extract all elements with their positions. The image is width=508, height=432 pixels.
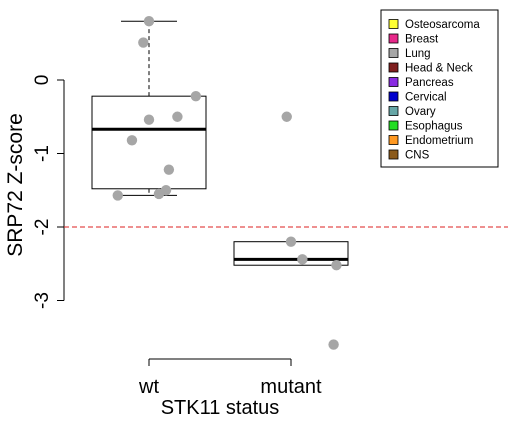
y-tick-label: 0: [32, 75, 53, 86]
box-layer: [91, 20, 349, 266]
legend-label: Osteosarcoma: [405, 19, 480, 31]
data-point-mutant: [285, 236, 297, 247]
legend-label: Head & Neck: [405, 63, 473, 75]
x-tick-label-wt: wt: [138, 376, 159, 398]
x-tick-label-mutant: mutant: [260, 376, 322, 398]
x-axis: wt mutant: [138, 358, 322, 398]
legend-swatch: [388, 120, 399, 131]
data-point-wt: [143, 114, 155, 125]
legend: Osteosarcoma Breast Lung Head & Neck Pancrea…: [380, 9, 499, 168]
legend-swatch: [388, 48, 399, 58]
legend-swatch: [388, 77, 399, 87]
legend-label: CNS: [405, 150, 430, 162]
y-tick-label: -1: [32, 145, 53, 162]
data-point-mutant: [331, 260, 342, 271]
legend-item: Endometrium: [388, 135, 473, 147]
legend-label: Endometrium: [405, 135, 473, 147]
box-wt: [91, 20, 207, 196]
y-axis: -3 -2 -1 0: [32, 75, 65, 309]
point-layer: [112, 16, 342, 350]
box-iqr: [91, 95, 207, 190]
legend-label: Lung: [405, 48, 431, 60]
legend-label: Breast: [405, 34, 439, 46]
data-point-wt: [160, 185, 172, 196]
legend-label: Cervical: [405, 92, 447, 104]
data-point-wt: [163, 164, 175, 175]
legend-label: Ovary: [405, 106, 436, 118]
x-axis-label: STK11 status: [161, 397, 280, 419]
legend-item: Lung: [388, 48, 431, 60]
data-point-wt: [143, 16, 155, 27]
legend-item: Head & Neck: [388, 62, 473, 75]
y-axis-label: SRP72 Z-score: [4, 113, 27, 257]
legend-box: [380, 9, 499, 168]
legend-swatch: [388, 62, 399, 73]
data-point-wt: [138, 37, 149, 48]
y-tick-label: -2: [32, 219, 53, 236]
legend-swatch: [388, 106, 399, 116]
data-point-mutant: [297, 254, 308, 265]
legend-item: Cervical: [388, 91, 447, 104]
legend-swatch: [388, 135, 399, 145]
data-point-mutant: [281, 111, 292, 122]
data-point-wt: [190, 90, 202, 102]
legend-swatch: [388, 91, 399, 102]
data-point-wt: [112, 190, 123, 201]
legend-item: Esophagus: [388, 120, 463, 133]
legend-item: CNS: [388, 149, 430, 162]
data-point-wt: [172, 111, 183, 122]
legend-label: Esophagus: [405, 121, 463, 133]
legend-swatch: [388, 33, 399, 44]
y-tick-label: -3: [32, 292, 53, 309]
legend-swatch: [388, 19, 399, 29]
legend-swatch: [388, 149, 399, 160]
legend-item: Pancreas: [388, 77, 454, 89]
data-point-mutant: [328, 339, 339, 350]
legend-item: Osteosarcoma: [388, 19, 480, 31]
legend-label: Pancreas: [405, 77, 454, 89]
legend-item: Ovary: [388, 106, 436, 118]
data-point-wt: [126, 135, 138, 146]
legend-item: Breast: [388, 33, 439, 46]
